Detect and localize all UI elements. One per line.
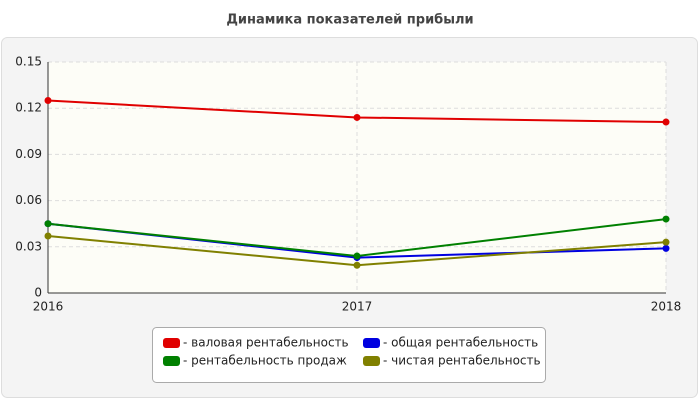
data-point — [44, 232, 52, 240]
legend-label: - чистая рентабельность — [383, 354, 541, 368]
y-tick-label: 0.09 — [15, 147, 42, 161]
y-tick-label: 0.03 — [15, 239, 42, 253]
x-tick-label: 2017 — [342, 300, 373, 314]
data-point — [662, 244, 670, 252]
x-tick-label: 2018 — [651, 300, 682, 314]
legend-swatch — [363, 338, 380, 348]
data-point — [353, 252, 361, 260]
legend-swatch — [163, 356, 180, 366]
legend-box — [152, 327, 546, 383]
data-point — [662, 238, 670, 246]
legend-swatch — [163, 338, 180, 348]
legend-label: - общая рентабельность — [383, 336, 538, 350]
legend-label: - рентабельность продаж — [183, 354, 347, 368]
y-tick-label: 0.06 — [15, 193, 42, 207]
y-tick-label: 0 — [34, 286, 42, 300]
data-point — [44, 220, 52, 228]
data-point — [662, 215, 670, 223]
legend-swatch — [363, 356, 380, 366]
data-point — [353, 261, 361, 269]
data-point — [44, 97, 52, 104]
legend-label: - валовая рентабельность — [183, 336, 349, 350]
chart-title: Динамика показателей прибыли — [226, 13, 473, 28]
y-tick-label: 0.12 — [15, 101, 42, 115]
x-tick-label: 2016 — [33, 300, 64, 314]
data-point — [662, 118, 670, 126]
data-point — [353, 113, 361, 121]
y-tick-label: 0.15 — [15, 55, 42, 69]
